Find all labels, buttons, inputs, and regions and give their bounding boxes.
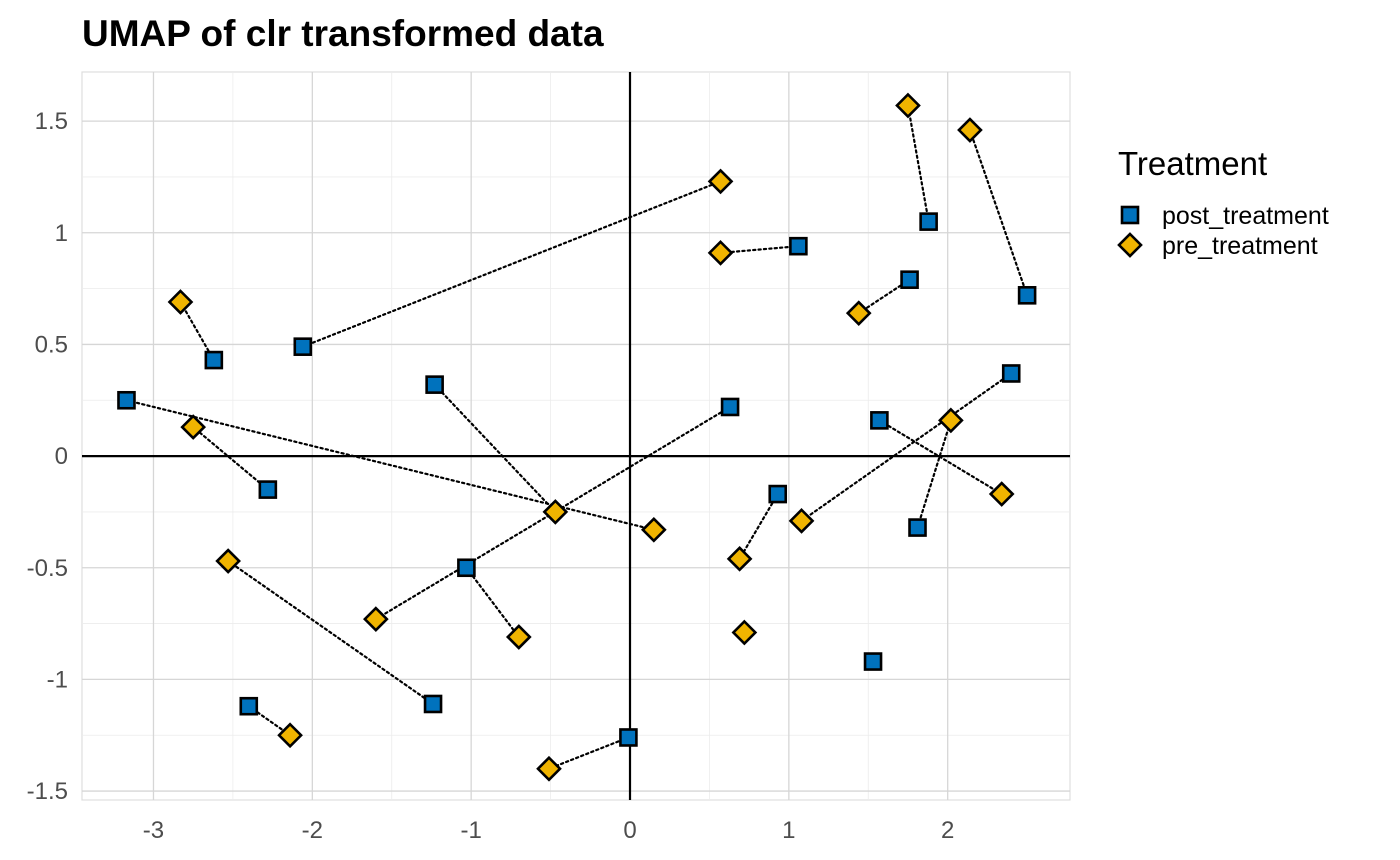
pair-connection-line	[227, 559, 435, 706]
post-treatment-point	[117, 390, 136, 410]
pre-treatment-point	[726, 545, 753, 572]
pre-treatment-point	[938, 407, 964, 434]
post-treatment-point	[720, 397, 740, 417]
x-tick-label: 2	[941, 817, 954, 844]
pair-connection-line	[179, 300, 215, 362]
post-treatment-point	[908, 518, 927, 537]
x-tick-label: -3	[143, 817, 164, 844]
pre-treatment-point	[895, 92, 921, 119]
post-treatment-point	[919, 212, 938, 231]
y-tick-label: 1.5	[35, 108, 68, 135]
post-treatment-point	[204, 350, 224, 370]
post-treatment-point	[900, 270, 919, 289]
pair-connection-line	[906, 104, 930, 223]
panel-border	[81, 71, 1071, 801]
post-treatment-point	[1017, 286, 1037, 305]
pre-treatment-point	[988, 481, 1015, 507]
legend-key-pre-treatment	[1117, 232, 1143, 258]
pre-treatment-point	[957, 117, 983, 143]
pre-treatment-point	[542, 499, 569, 525]
pre-treatment-point	[215, 548, 241, 574]
y-tick-label: 1	[55, 220, 68, 247]
pre-treatment-point	[788, 508, 815, 534]
y-tick-label: -1.5	[27, 778, 68, 805]
pre-treatment-point	[277, 722, 303, 749]
legend-key-post-treatment	[1120, 205, 1140, 225]
pre-treatment-point	[505, 624, 532, 650]
pre-treatment-point	[363, 606, 389, 632]
post-treatment-point	[870, 411, 889, 430]
legend-label-pre-treatment: pre_treatment	[1162, 232, 1318, 260]
y-tick-label: 0.5	[35, 331, 68, 358]
post-treatment-point	[425, 375, 444, 394]
pre-treatment-point	[640, 516, 667, 543]
pair-connection-line	[547, 736, 630, 770]
plot-panel: -3 -2 -1 0 1 2 1.5 1 0.5 0 -0.5 -1 -1.5	[27, 71, 1071, 844]
post-treatment-point	[768, 484, 788, 504]
post-treatment-point	[423, 694, 443, 714]
pair-connection-line	[968, 128, 1029, 297]
x-tick-label: 0	[623, 817, 636, 844]
pair-connection-line	[800, 372, 1013, 522]
post-treatment-point	[863, 652, 883, 671]
post-treatment-point	[293, 337, 313, 356]
pre-treatment-point	[731, 619, 758, 646]
pair-connection-line	[125, 399, 655, 531]
post-treatment-point	[258, 480, 278, 499]
pre-treatment-point	[845, 300, 872, 327]
x-tick-label: 1	[782, 817, 795, 844]
chart-title: UMAP of clr transformed data	[82, 13, 604, 54]
x-tick-label: -1	[460, 817, 481, 844]
pair-connection-line	[719, 245, 800, 254]
pre-treatment-point	[707, 168, 734, 195]
pre-treatment-point	[167, 289, 194, 315]
pair-connection-line	[465, 566, 520, 639]
pre-treatment-point	[180, 414, 207, 440]
y-tick-label: 0	[55, 443, 68, 470]
legend-title: Treatment	[1118, 145, 1267, 182]
post-treatment-point	[457, 558, 476, 578]
pre-treatment-point	[536, 755, 562, 782]
post-treatment-point	[789, 236, 808, 256]
post-treatment-point	[239, 696, 259, 716]
x-tick-label: -2	[302, 817, 323, 844]
pair-connection-line	[192, 425, 269, 491]
y-tick-label: -0.5	[27, 555, 68, 582]
pair-connection-line	[916, 419, 952, 529]
post-treatment-point	[1001, 364, 1021, 383]
pair-connection-line	[878, 419, 1003, 496]
legend-label-post-treatment: post_treatment	[1162, 202, 1329, 230]
pair-connection-line	[738, 492, 779, 560]
pre-treatment-point	[707, 240, 734, 266]
y-tick-label: -1	[47, 666, 68, 693]
pair-connection-line	[433, 383, 557, 514]
post-treatment-point	[619, 728, 638, 747]
pair-connection-line	[301, 180, 722, 348]
